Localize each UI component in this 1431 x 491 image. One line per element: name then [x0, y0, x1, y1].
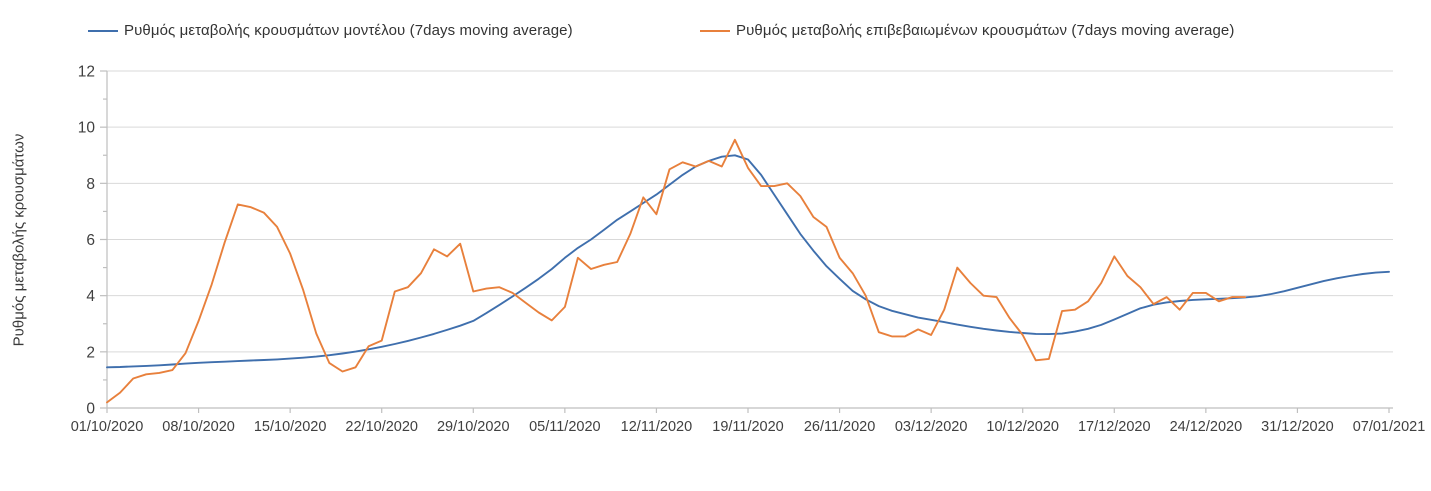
- x-tick-label: 26/11/2020: [804, 419, 876, 435]
- x-tick-label: 01/10/2020: [71, 419, 144, 435]
- x-tick-label: 31/12/2020: [1261, 419, 1334, 435]
- y-tick-label: 8: [86, 176, 95, 193]
- series-line-confirmed: [106, 138, 1247, 404]
- x-tick-label: 08/10/2020: [162, 419, 235, 435]
- y-tick-label: 4: [86, 288, 95, 305]
- y-tick-label: 2: [86, 344, 95, 361]
- x-tick-label: 10/12/2020: [986, 419, 1059, 435]
- y-tick-label: 12: [78, 64, 95, 81]
- x-tick-label: 17/12/2020: [1078, 419, 1151, 435]
- legend-item-model: Ρυθμός μεταβολής κρουσμάτων μοντέλου (7d…: [88, 22, 573, 39]
- legend-label-confirmed: Ρυθμός μεταβολής επιβεβαιωμένων κρουσμάτ…: [736, 22, 1235, 39]
- x-tick-label: 19/11/2020: [712, 419, 784, 435]
- x-tick-label: 07/01/2021: [1353, 419, 1426, 435]
- x-tick-label: 29/10/2020: [437, 419, 510, 435]
- y-axis-title: Ρυθμός μεταβολής κρουσμάτων: [10, 133, 28, 347]
- y-tick-label: 10: [78, 120, 96, 137]
- legend-item-confirmed: Ρυθμός μεταβολής επιβεβαιωμένων κρουσμάτ…: [700, 22, 1234, 39]
- x-tick-label: 03/12/2020: [895, 419, 968, 435]
- y-tick-label: 6: [86, 232, 95, 249]
- x-tick-label: 05/11/2020: [529, 419, 601, 435]
- x-tick-label: 12/11/2020: [621, 419, 693, 435]
- legend-label-model: Ρυθμός μεταβολής κρουσμάτων μοντέλου (7d…: [124, 22, 573, 39]
- series-line-model: [106, 154, 1390, 369]
- y-tick-label: 0: [86, 401, 95, 418]
- legend: Ρυθμός μεταβολής κρουσμάτων μοντέλου (7d…: [0, 22, 1431, 42]
- line-marker-icon: [88, 29, 118, 32]
- x-tick-label: 22/10/2020: [345, 419, 418, 435]
- line-marker-icon: [700, 29, 730, 32]
- x-tick-label: 15/10/2020: [254, 419, 327, 435]
- x-tick-label: 24/12/2020: [1170, 419, 1243, 435]
